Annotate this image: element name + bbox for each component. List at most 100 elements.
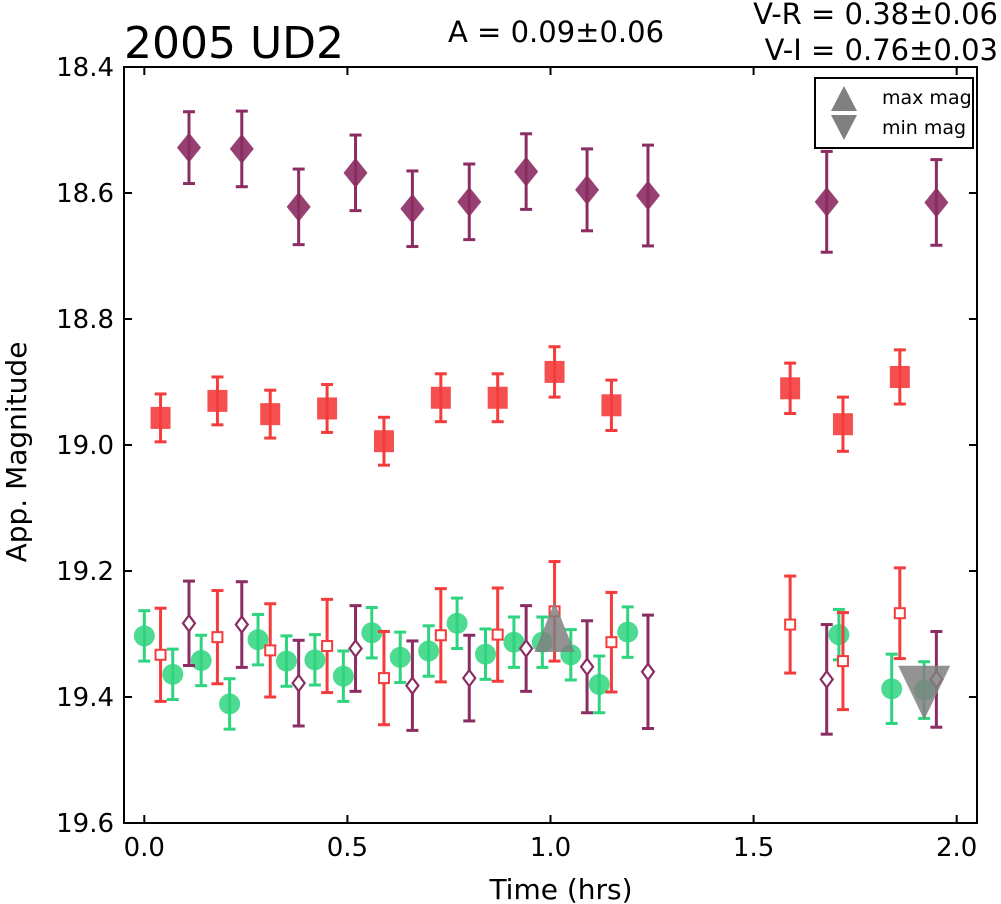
data-point — [275, 650, 297, 672]
y-tick-label: 18.4 — [56, 53, 114, 83]
series-1 — [150, 345, 910, 467]
data-point — [617, 621, 639, 643]
color-index-vr: V-R = 0.38±0.06 — [753, 0, 998, 31]
data-point — [219, 693, 241, 715]
data-point — [321, 639, 334, 652]
x-ticks: 0.0 0.5 1.0 1.5 2.0 — [124, 67, 977, 863]
data-point — [544, 360, 565, 383]
data-point — [162, 663, 184, 685]
data-point — [819, 669, 835, 690]
data-point — [836, 655, 849, 668]
data-point — [405, 675, 420, 696]
data-point — [635, 180, 660, 211]
y-tick-label: 19.4 — [56, 683, 114, 713]
data-point — [491, 628, 504, 641]
data-point — [605, 636, 618, 649]
data-point — [304, 649, 326, 671]
amplitude-label: A = 0.09±0.06 — [448, 15, 664, 49]
data-point — [588, 673, 610, 695]
legend-box — [814, 77, 974, 149]
data-point — [286, 191, 311, 222]
legend-label-min-mag: min mag — [882, 117, 966, 139]
x-tick-label: 0.0 — [124, 833, 165, 863]
data-point — [190, 649, 212, 671]
data-point — [234, 614, 250, 635]
chart-title: 2005 UD2 — [124, 18, 344, 69]
data-point — [343, 157, 368, 188]
x-tick-label: 1.0 — [530, 833, 571, 863]
data-point — [176, 132, 201, 163]
x-axis-label: Time (hrs) — [488, 873, 632, 904]
data-point — [389, 646, 411, 668]
data-point — [487, 386, 508, 409]
data-point — [361, 622, 383, 644]
legend-label-max-mag: max mag — [882, 87, 972, 109]
data-point — [181, 613, 197, 634]
data-point — [828, 624, 850, 646]
data-point — [518, 638, 534, 659]
marker-layer — [534, 602, 951, 720]
series-3 — [154, 560, 906, 727]
series-0 — [176, 109, 949, 254]
data-point — [264, 644, 277, 657]
data-point — [503, 631, 525, 653]
data-point — [461, 668, 477, 688]
data-point — [457, 186, 482, 217]
data-point — [814, 186, 839, 217]
plot-area: 0.0 0.5 1.0 1.5 2.0 18.4 18.6 18.8 19.0 19.2 19.4… — [56, 53, 978, 863]
data-point — [150, 406, 171, 429]
data-point — [434, 629, 447, 642]
min-mag-marker — [898, 665, 951, 720]
y-tick-label: 18.6 — [56, 179, 114, 209]
y-axis-label: App. Magnitude — [0, 342, 33, 563]
legend-min-mag-icon — [831, 115, 857, 140]
y-tick-label: 19.2 — [56, 557, 114, 587]
x-tick-label: 2.0 — [936, 833, 977, 863]
y-ticks: 18.4 18.6 18.8 19.0 19.2 19.4 19.6 — [56, 53, 977, 839]
data-point — [260, 403, 281, 426]
plot-frame — [123, 66, 978, 824]
data-point — [348, 638, 363, 659]
legend-max-mag-icon — [831, 86, 857, 111]
data-point — [881, 678, 903, 700]
data-point — [514, 156, 539, 187]
data-point — [207, 389, 228, 412]
data-point — [893, 607, 906, 620]
y-tick-label: 19.0 — [56, 431, 114, 461]
series-layer — [133, 109, 949, 736]
data-point — [832, 413, 853, 436]
data-point — [601, 394, 622, 417]
x-tick-label: 0.5 — [327, 833, 368, 863]
legend: max mag min mag — [814, 77, 974, 149]
data-point — [640, 661, 656, 682]
data-point — [575, 174, 600, 205]
data-point — [211, 631, 224, 644]
data-point — [446, 612, 468, 634]
data-point — [784, 618, 797, 631]
data-point — [418, 640, 440, 662]
data-point — [579, 656, 595, 677]
data-point — [373, 430, 394, 453]
data-point — [133, 625, 155, 647]
y-tick-label: 18.8 — [56, 305, 114, 335]
data-point — [332, 665, 354, 687]
data-point — [430, 386, 451, 409]
color-index-vi: V-I = 0.76±0.03 — [765, 33, 998, 67]
data-point — [229, 133, 254, 164]
data-point — [377, 672, 390, 685]
data-point — [924, 187, 949, 218]
data-point — [780, 377, 801, 400]
data-point — [400, 193, 425, 224]
y-tick-label: 19.6 — [56, 809, 114, 839]
data-point — [475, 643, 497, 665]
data-point — [154, 648, 167, 661]
data-point — [317, 397, 338, 420]
x-tick-label: 1.5 — [733, 833, 774, 863]
max-mag-marker — [534, 602, 575, 652]
data-point — [889, 365, 910, 388]
data-point — [247, 629, 269, 651]
series-2 — [133, 596, 935, 731]
data-point — [291, 673, 307, 693]
series-4 — [181, 579, 944, 736]
